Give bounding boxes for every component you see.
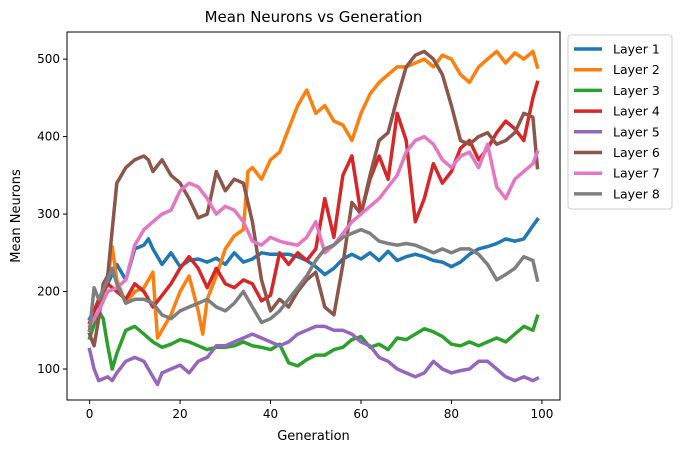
plot-frame bbox=[66, 31, 561, 401]
legend-label-layer-5: Layer 5 bbox=[613, 124, 660, 139]
y-tick-label: 500 bbox=[37, 52, 60, 66]
legend-label-layer-6: Layer 6 bbox=[613, 145, 660, 160]
legend-label-layer-3: Layer 3 bbox=[613, 83, 660, 98]
x-tick-label: 80 bbox=[444, 407, 459, 421]
series-line-layer-7 bbox=[87, 134, 540, 329]
legend-label-layer-7: Layer 7 bbox=[613, 166, 660, 181]
series-line-layer-6 bbox=[87, 49, 540, 348]
legend: Layer 1 Layer 2 Layer 3 Layer 4 Layer 5 Layer… bbox=[567, 34, 673, 210]
y-tick-label: 100 bbox=[37, 362, 60, 376]
plot-area bbox=[87, 49, 540, 387]
x-tick-label: 60 bbox=[353, 407, 368, 421]
y-tick-label: 400 bbox=[37, 130, 60, 144]
y-tick-label: 200 bbox=[37, 285, 60, 299]
legend-box bbox=[567, 34, 673, 210]
legend-label-layer-4: Layer 4 bbox=[613, 104, 660, 119]
x-axis: 0 20 40 60 80 100 bbox=[86, 400, 553, 421]
series-line-layer-3 bbox=[87, 309, 540, 371]
legend-label-layer-8: Layer 8 bbox=[613, 186, 660, 201]
chart-title: Mean Neurons vs Generation bbox=[205, 8, 423, 26]
x-tick-label: 40 bbox=[263, 407, 278, 421]
y-axis-label: Mean Neurons bbox=[9, 169, 24, 263]
legend-label-layer-2: Layer 2 bbox=[613, 62, 660, 77]
x-tick-label: 100 bbox=[530, 407, 553, 421]
x-tick-label: 0 bbox=[86, 407, 94, 421]
x-tick-label: 20 bbox=[172, 407, 187, 421]
series-line-layer-8 bbox=[87, 227, 540, 333]
series-line-layer-5 bbox=[87, 324, 540, 387]
y-tick-label: 300 bbox=[37, 207, 60, 221]
series-line-layer-2 bbox=[87, 49, 540, 340]
series-line-layer-1 bbox=[87, 217, 540, 322]
legend-label-layer-1: Layer 1 bbox=[613, 42, 660, 57]
y-axis: 100 200 300 400 500 bbox=[37, 52, 67, 376]
x-axis-label: Generation bbox=[277, 429, 350, 444]
